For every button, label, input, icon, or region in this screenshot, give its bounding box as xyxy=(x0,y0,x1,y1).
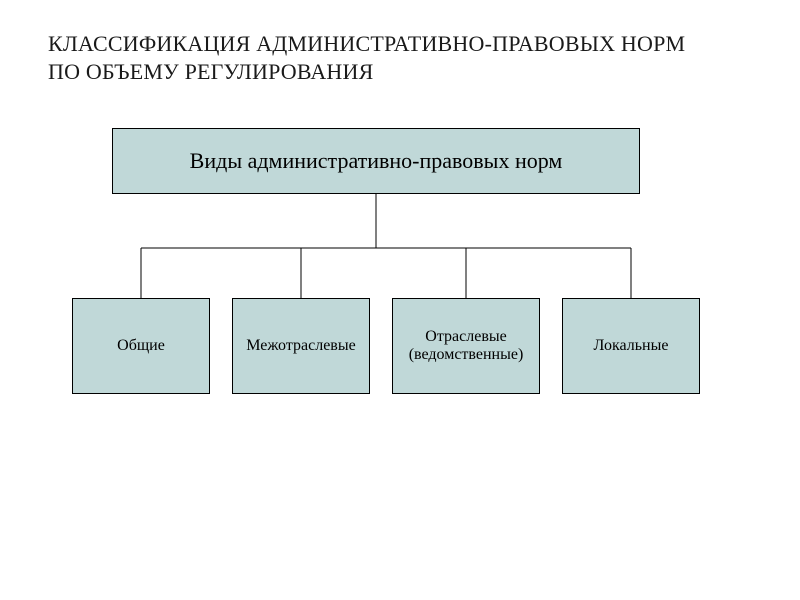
child-box-0-label: Общие xyxy=(117,337,165,355)
child-box-0: Общие xyxy=(72,298,210,394)
slide: КЛАССИФИКАЦИЯ АДМИНИСТРАТИВНО-ПРАВОВЫХ Н… xyxy=(0,0,800,600)
child-box-2-label: Отраслевые (ведомственные) xyxy=(403,328,529,364)
root-box-label: Виды административно-правовых норм xyxy=(190,148,563,174)
slide-title: КЛАССИФИКАЦИЯ АДМИНИСТРАТИВНО-ПРАВОВЫХ Н… xyxy=(48,30,708,85)
child-box-1: Межотраслевые xyxy=(232,298,370,394)
child-box-3: Локальные xyxy=(562,298,700,394)
root-box: Виды административно-правовых норм xyxy=(112,128,640,194)
child-box-2: Отраслевые (ведомственные) xyxy=(392,298,540,394)
child-box-3-label: Локальные xyxy=(594,337,669,355)
child-box-1-label: Межотраслевые xyxy=(246,337,355,355)
